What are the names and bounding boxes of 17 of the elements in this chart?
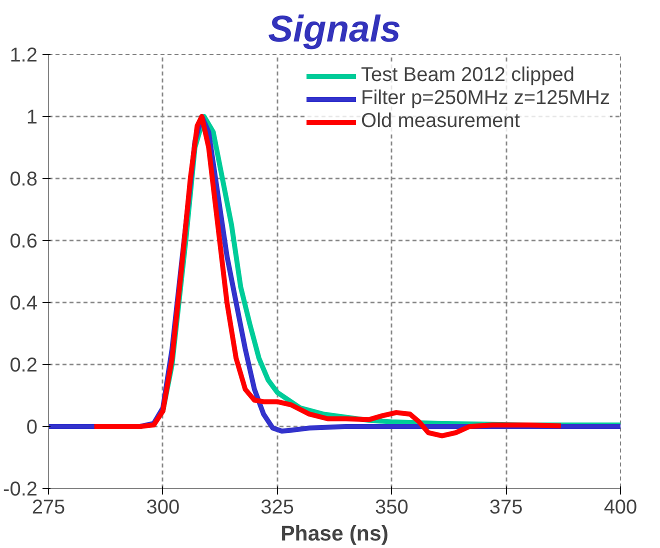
legend-label: Old measurement (361, 110, 520, 133)
y-tick-label: 0 (26, 416, 38, 438)
x-tick-label: 350 (375, 496, 408, 518)
x-axis-title: Phase (ns) (280, 522, 388, 546)
legend-label: Filter p=250MHz z=125MHz (361, 87, 610, 110)
y-tick-label: 1 (26, 106, 38, 128)
x-tick-label: 325 (260, 496, 294, 518)
x-tick-label: 300 (146, 496, 180, 518)
x-tick-label: 375 (489, 496, 523, 518)
y-tick-label: 0.8 (10, 168, 38, 190)
y-tick-label: 0.2 (10, 354, 38, 376)
chart-title: Signals (268, 8, 401, 50)
y-tick-label: 1.2 (10, 44, 38, 66)
y-tick-label: 0.6 (10, 230, 38, 252)
y-tick-label: 0.4 (10, 292, 38, 314)
legend-label: Test Beam 2012 clipped (361, 64, 574, 87)
x-tick-label: 400 (604, 496, 638, 518)
